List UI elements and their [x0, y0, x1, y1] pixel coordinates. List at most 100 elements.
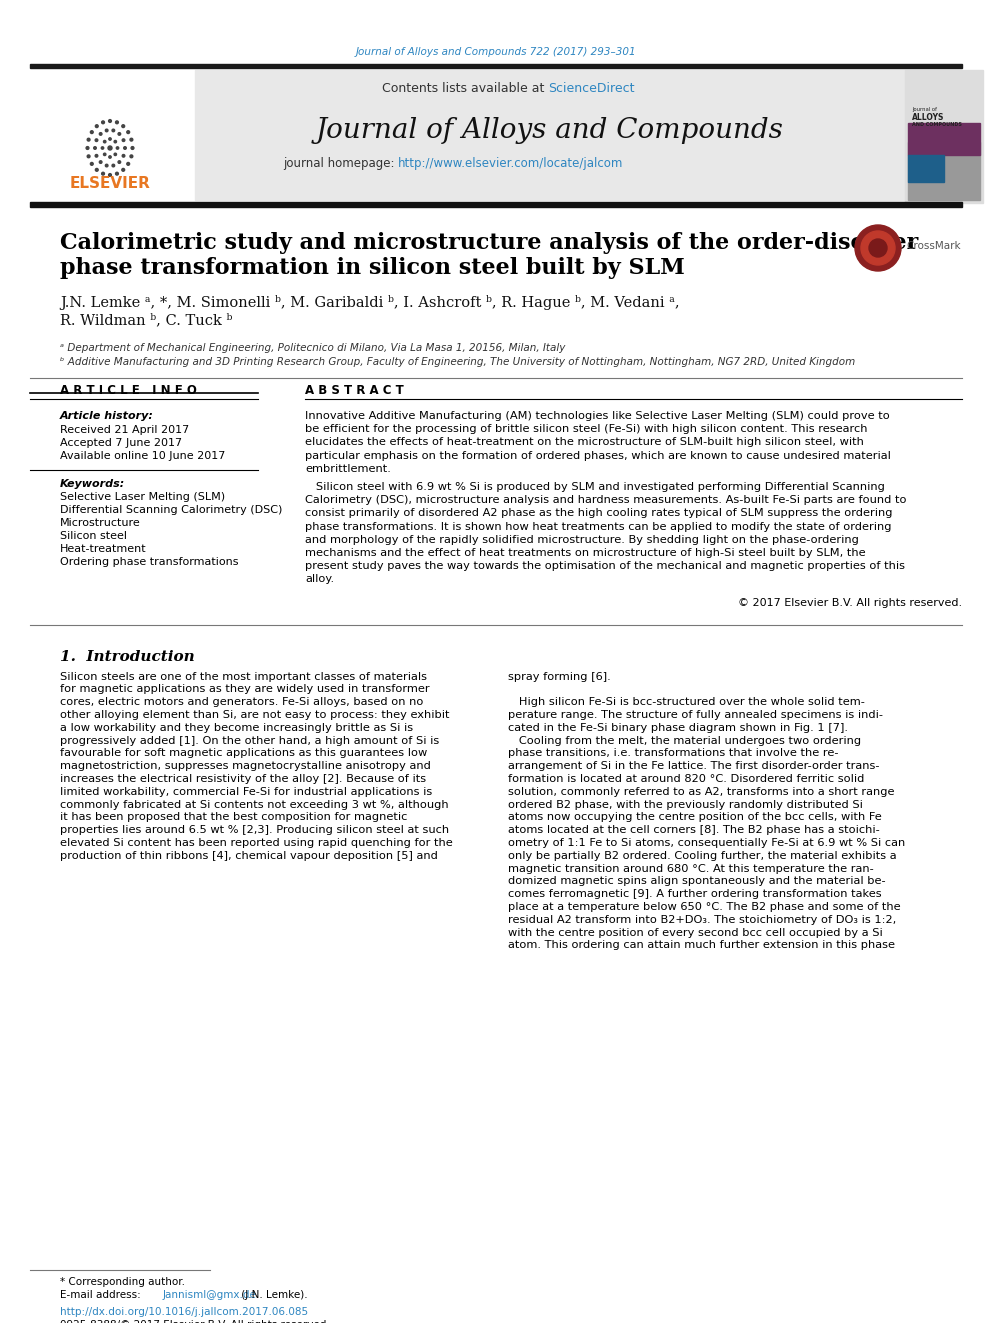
Circle shape: [130, 155, 133, 157]
Text: Article history:: Article history:: [60, 411, 154, 421]
Circle shape: [122, 139, 125, 142]
Circle shape: [108, 173, 111, 176]
Circle shape: [115, 120, 118, 124]
Text: commonly fabricated at Si contents not exceeding 3 wt %, although: commonly fabricated at Si contents not e…: [60, 799, 448, 810]
Bar: [30, 202, 962, 206]
Text: Received 21 April 2017: Received 21 April 2017: [60, 425, 189, 435]
Bar: [908, 123, 980, 155]
Circle shape: [87, 139, 90, 142]
Text: Silicon steels are one of the most important classes of materials: Silicon steels are one of the most impor…: [60, 672, 427, 681]
Text: atoms located at the cell corners [8]. The B2 phase has a stoichi-: atoms located at the cell corners [8]. T…: [508, 826, 880, 835]
Text: E-mail address:: E-mail address:: [60, 1290, 144, 1301]
Circle shape: [124, 147, 126, 149]
Circle shape: [99, 132, 102, 135]
Text: Available online 10 June 2017: Available online 10 June 2017: [60, 451, 225, 460]
Text: other alloying element than Si, are not easy to process: they exhibit: other alloying element than Si, are not …: [60, 710, 449, 720]
Text: Innovative Additive Manufacturing (AM) technologies like Selective Laser Melting: Innovative Additive Manufacturing (AM) t…: [305, 411, 890, 421]
Text: Calorimetric study and microstructure analysis of the order-disorder: Calorimetric study and microstructure an…: [60, 232, 919, 254]
Circle shape: [95, 155, 98, 157]
Circle shape: [105, 130, 108, 132]
Text: A B S T R A C T: A B S T R A C T: [305, 385, 404, 397]
Bar: [908, 142, 980, 200]
Text: properties lies around 6.5 wt % [2,3]. Producing silicon steel at such: properties lies around 6.5 wt % [2,3]. P…: [60, 826, 449, 835]
Text: Silicon steel with 6.9 wt % Si is produced by SLM and investigated performing Di: Silicon steel with 6.9 wt % Si is produc…: [305, 482, 885, 492]
Text: Cooling from the melt, the material undergoes two ordering: Cooling from the melt, the material unde…: [508, 736, 861, 746]
Circle shape: [93, 147, 96, 149]
Text: alloy.: alloy.: [305, 574, 334, 585]
Circle shape: [103, 153, 106, 156]
Text: Accepted 7 June 2017: Accepted 7 June 2017: [60, 438, 183, 448]
Circle shape: [95, 124, 98, 127]
Circle shape: [855, 225, 901, 271]
Text: 1.  Introduction: 1. Introduction: [60, 650, 194, 664]
Text: R. Wildman ᵇ, C. Tuck ᵇ: R. Wildman ᵇ, C. Tuck ᵇ: [60, 314, 232, 327]
Text: elevated Si content has been reported using rapid quenching for the: elevated Si content has been reported us…: [60, 837, 452, 848]
Text: production of thin ribbons [4], chemical vapour deposition [5] and: production of thin ribbons [4], chemical…: [60, 851, 437, 861]
Text: Microstructure: Microstructure: [60, 519, 141, 528]
Text: High silicon Fe-Si is bcc-structured over the whole solid tem-: High silicon Fe-Si is bcc-structured ove…: [508, 697, 865, 708]
Text: increases the electrical resistivity of the alloy [2]. Because of its: increases the electrical resistivity of …: [60, 774, 427, 785]
Circle shape: [95, 139, 98, 142]
Text: it has been proposed that the best composition for magnetic: it has been proposed that the best compo…: [60, 812, 408, 823]
Text: Differential Scanning Calorimetry (DSC): Differential Scanning Calorimetry (DSC): [60, 505, 283, 515]
Text: and morphology of the rapidly solidified microstructure. By shedding light on th: and morphology of the rapidly solidified…: [305, 534, 859, 545]
Text: progressively added [1]. On the other hand, a high amount of Si is: progressively added [1]. On the other ha…: [60, 736, 439, 746]
Text: only be partially B2 ordered. Cooling further, the material exhibits a: only be partially B2 ordered. Cooling fu…: [508, 851, 897, 861]
Circle shape: [122, 155, 125, 157]
Circle shape: [115, 172, 118, 175]
Circle shape: [869, 239, 887, 257]
Text: © 2017 Elsevier B.V. All rights reserved.: © 2017 Elsevier B.V. All rights reserved…: [738, 598, 962, 607]
Circle shape: [112, 130, 115, 132]
Text: a low workability and they become increasingly brittle as Si is: a low workability and they become increa…: [60, 722, 413, 733]
Text: spray forming [6].: spray forming [6].: [508, 672, 611, 681]
Text: cated in the Fe-Si binary phase diagram shown in Fig. 1 [7].: cated in the Fe-Si binary phase diagram …: [508, 722, 848, 733]
Circle shape: [105, 164, 108, 167]
Text: phase transitions, i.e. transformations that involve the re-: phase transitions, i.e. transformations …: [508, 749, 838, 758]
Text: Journal of: Journal of: [912, 107, 936, 112]
Circle shape: [108, 146, 112, 149]
Text: phase transformations. It is shown how heat treatments can be applied to modify : phase transformations. It is shown how h…: [305, 521, 892, 532]
Circle shape: [122, 168, 125, 171]
Text: ALLOYS: ALLOYS: [912, 112, 944, 122]
Text: phase transformation in silicon steel built by SLM: phase transformation in silicon steel bu…: [60, 257, 684, 279]
Circle shape: [118, 161, 121, 163]
Circle shape: [127, 131, 130, 134]
Circle shape: [90, 163, 93, 165]
Text: Jannisml@gmx.de: Jannisml@gmx.de: [163, 1290, 257, 1301]
Bar: [30, 70, 192, 200]
Bar: [30, 64, 962, 67]
Text: favourable for soft magnetic applications as this guarantees low: favourable for soft magnetic application…: [60, 749, 428, 758]
Text: http://dx.doi.org/10.1016/j.jallcom.2017.06.085: http://dx.doi.org/10.1016/j.jallcom.2017…: [60, 1307, 309, 1316]
Text: comes ferromagnetic [9]. A further ordering transformation takes: comes ferromagnetic [9]. A further order…: [508, 889, 882, 900]
Circle shape: [114, 153, 116, 156]
Bar: [195, 70, 905, 200]
Circle shape: [95, 168, 98, 171]
Text: Selective Laser Melting (SLM): Selective Laser Melting (SLM): [60, 492, 225, 501]
Circle shape: [122, 124, 125, 127]
Text: http://www.elsevier.com/locate/jalcom: http://www.elsevier.com/locate/jalcom: [398, 156, 623, 169]
Text: place at a temperature below 650 °C. The B2 phase and some of the: place at a temperature below 650 °C. The…: [508, 902, 901, 912]
Text: magnetostriction, suppresses magnetocrystalline anisotropy and: magnetostriction, suppresses magnetocrys…: [60, 761, 431, 771]
Text: atom. This ordering can attain much further extension in this phase: atom. This ordering can attain much furt…: [508, 941, 895, 950]
Text: Keywords:: Keywords:: [60, 479, 125, 490]
Circle shape: [90, 131, 93, 134]
Circle shape: [109, 138, 111, 140]
Text: CrossMark: CrossMark: [906, 241, 960, 251]
Bar: [905, 70, 983, 202]
Circle shape: [103, 140, 106, 143]
Text: (J.N. Lemke).: (J.N. Lemke).: [238, 1290, 308, 1301]
Text: Heat-treatment: Heat-treatment: [60, 544, 147, 554]
Text: be efficient for the processing of brittle silicon steel (Fe-Si) with high silic: be efficient for the processing of britt…: [305, 425, 867, 434]
Text: elucidates the effects of heat-treatment on the microstructure of SLM-built high: elucidates the effects of heat-treatment…: [305, 438, 864, 447]
Circle shape: [101, 172, 104, 175]
Text: journal homepage:: journal homepage:: [283, 156, 398, 169]
Circle shape: [130, 139, 133, 142]
Circle shape: [101, 147, 104, 149]
Text: Contents lists available at: Contents lists available at: [382, 82, 548, 94]
Text: embrittlement.: embrittlement.: [305, 464, 391, 474]
Circle shape: [116, 147, 119, 149]
Text: domized magnetic spins align spontaneously and the material be-: domized magnetic spins align spontaneous…: [508, 876, 886, 886]
Text: J.N. Lemke ᵃ, *, M. Simonelli ᵇ, M. Garibaldi ᵇ, I. Ashcroft ᵇ, R. Hague ᵇ, M. V: J.N. Lemke ᵃ, *, M. Simonelli ᵇ, M. Gari…: [60, 295, 680, 310]
Text: for magnetic applications as they are widely used in transformer: for magnetic applications as they are wi…: [60, 684, 430, 695]
Text: formation is located at around 820 °C. Disordered ferritic solid: formation is located at around 820 °C. D…: [508, 774, 864, 785]
